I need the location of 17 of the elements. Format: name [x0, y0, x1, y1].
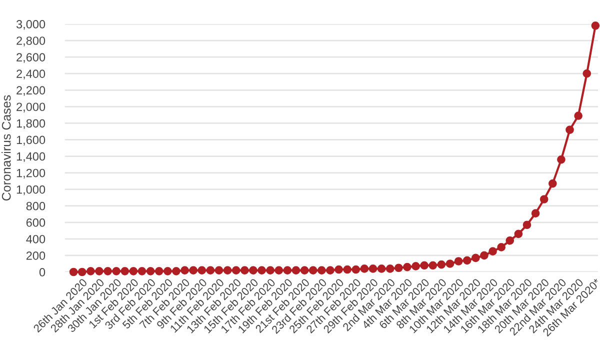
y-axis-title: Coronavirus Cases	[2, 95, 11, 201]
y-tick-label: 1,400	[16, 152, 46, 162]
y-tick-label: 2,600	[16, 53, 46, 63]
y-tick-label: 1,600	[16, 136, 46, 146]
y-tick-label: 0	[39, 268, 46, 276]
y-tick-label: 2,000	[16, 102, 46, 112]
y-tick-label: 1,200	[16, 168, 46, 179]
y-tick-label: 600	[26, 218, 46, 227]
y-tick-label: 1,800	[16, 119, 46, 129]
y-tick-label: 400	[26, 234, 46, 244]
y-tick-label: 800	[26, 202, 46, 210]
y-tick-label: 2,400	[16, 70, 46, 80]
y-tick-label: 200	[26, 252, 46, 260]
y-tick-label: 2,200	[16, 86, 46, 96]
y-tick-label: 3,000	[16, 20, 46, 30]
y-tick-label: 2,800	[16, 36, 46, 46]
y-tick-label: 1,000	[16, 185, 46, 196]
